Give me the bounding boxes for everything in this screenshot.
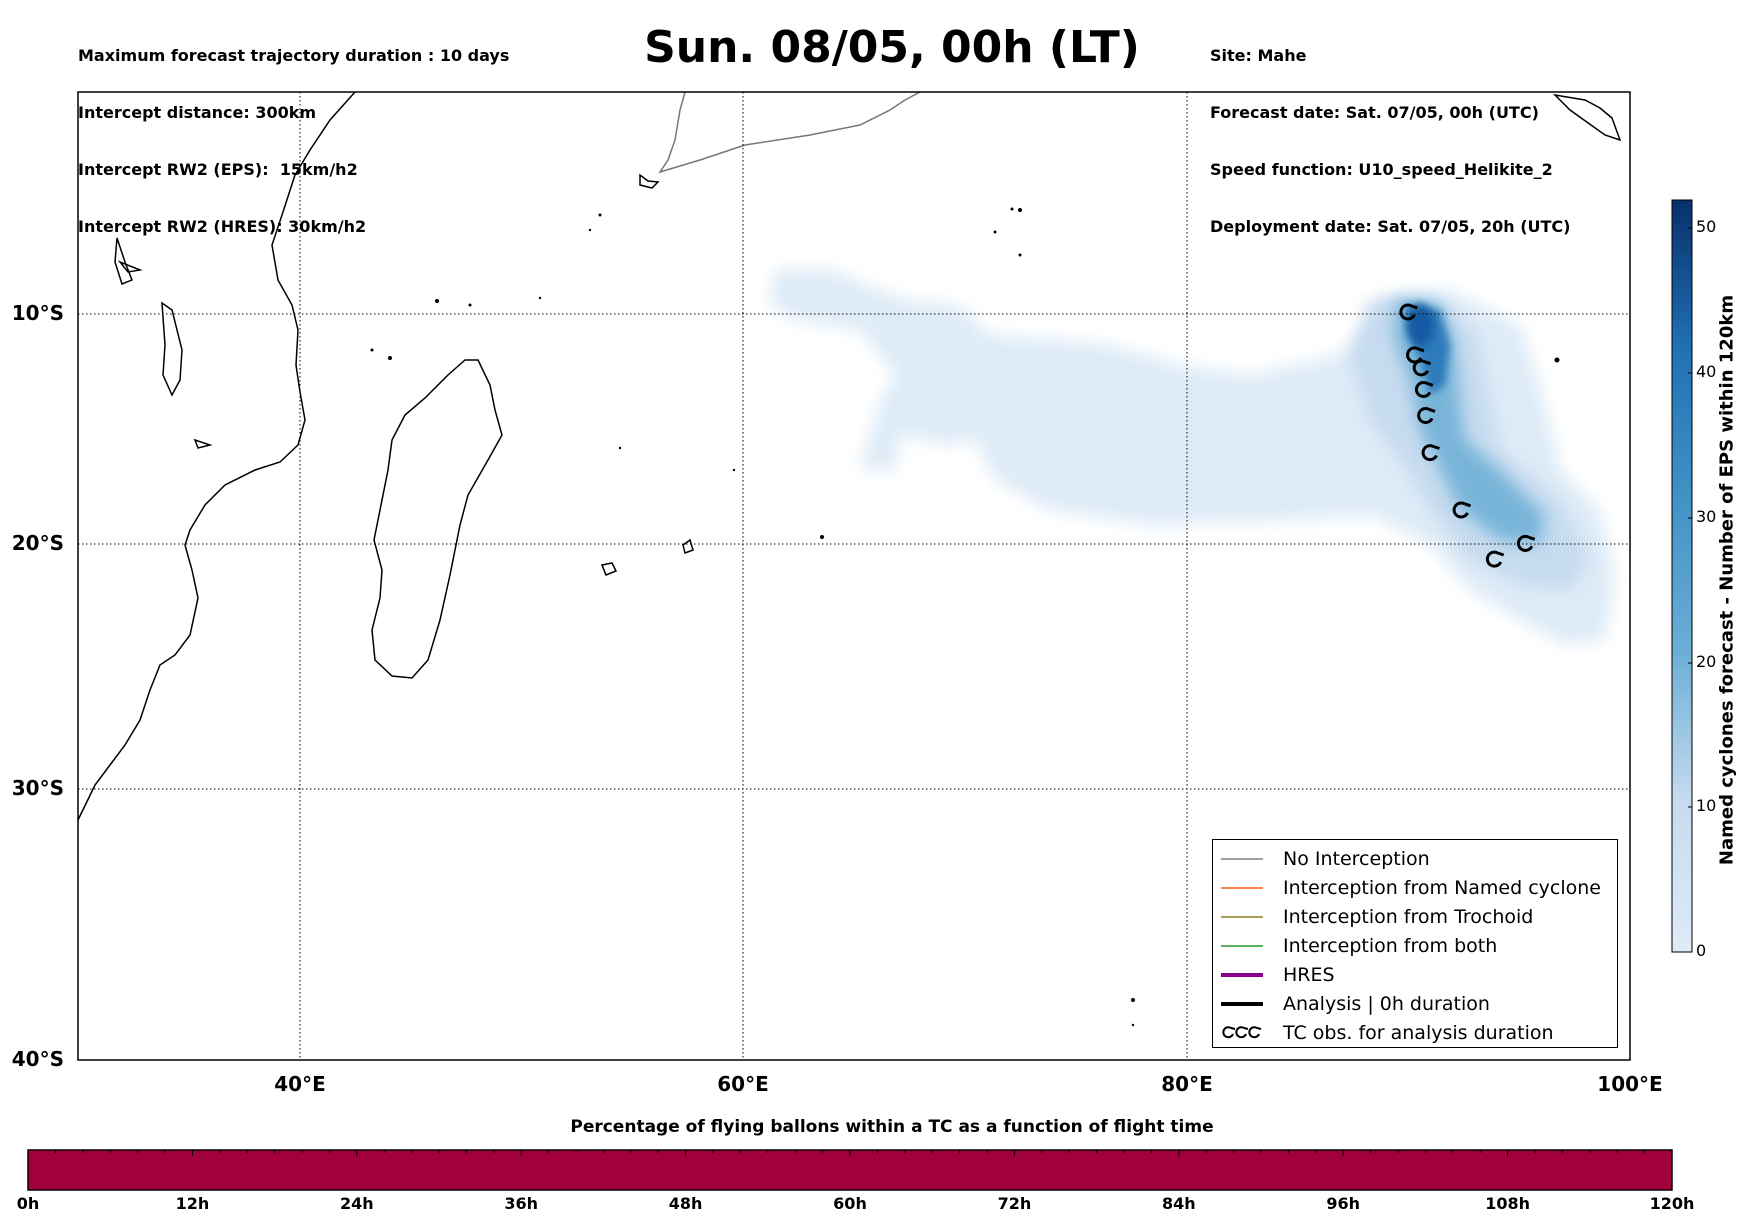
legend-label: Analysis | 0h duration: [1283, 993, 1490, 1015]
madagascar-outline: [371, 359, 503, 679]
small-islands: [370, 207, 1560, 1027]
timebar-title: Percentage of flying ballons within a TC…: [570, 1117, 1214, 1137]
eps-density-field: [770, 268, 1615, 645]
legend-item-analysis: Analysis | 0h duration: [1221, 991, 1490, 1017]
colorbar-tick-label: 10: [1696, 796, 1717, 815]
timebar-tick-label: 120h: [1649, 1194, 1695, 1213]
tc-obs-marker: [1399, 303, 1418, 321]
legend-swatch: [1221, 973, 1263, 977]
colorbar-tick-label: 30: [1696, 507, 1717, 526]
timebar-tick-label: 48h: [668, 1194, 703, 1213]
tc-obs-marker: [1485, 550, 1505, 568]
header-right-info: Site: Mahe Forecast date: Sat. 07/05, 00…: [1210, 8, 1570, 255]
timebar-fill: [27, 1149, 1673, 1191]
tc-obs-marker: [1412, 359, 1432, 377]
lon-label: 100°E: [1597, 1072, 1663, 1096]
legend-item-hres: HRES: [1221, 962, 1335, 988]
timebar-tick-label: 72h: [997, 1194, 1032, 1213]
timebar-tick-label: 24h: [339, 1194, 374, 1213]
header-left-info: Maximum forecast trajectory duration : 1…: [78, 8, 509, 255]
header-right-line: Forecast date: Sat. 07/05, 00h (UTC): [1210, 103, 1539, 122]
colorbar-tick-label: 20: [1696, 652, 1717, 671]
legend-swatch: [1221, 858, 1263, 860]
header-right-line: Speed function: U10_speed_Helikite_2: [1210, 160, 1553, 179]
legend-swatch: [1221, 916, 1263, 918]
timebar-tick-label: 60h: [833, 1194, 867, 1213]
tc-obs-markers: [1399, 303, 1536, 568]
lon-label: 80°E: [1161, 1072, 1213, 1096]
header-right-line: Deployment date: Sat. 07/05, 20h (UTC): [1210, 217, 1571, 236]
legend-item-tc-obs: TC obs. for analysis duration: [1221, 1020, 1554, 1046]
legend-label: No Interception: [1283, 848, 1430, 870]
legend-swatch: [1221, 945, 1263, 947]
colorbar-gradient: [1671, 199, 1693, 953]
legend-label: Interception from Trochoid: [1283, 906, 1534, 928]
map-title: Sun. 08/05, 00h (LT): [644, 22, 1140, 73]
timebar-tick-label: 0h: [16, 1194, 40, 1213]
legend-label: Interception from Named cyclone: [1283, 877, 1601, 899]
header-left-line: Intercept RW2 (EPS): 15km/h2: [78, 160, 358, 179]
legend-label: HRES: [1283, 964, 1335, 986]
legend-swatch: [1221, 887, 1263, 889]
timebar-tick-label: 108h: [1485, 1194, 1530, 1213]
lat-label: 30°S: [11, 776, 64, 800]
timebar-ticks: [27, 1150, 1673, 1156]
lat-label: 40°S: [11, 1047, 64, 1071]
coastlines: [78, 92, 1622, 821]
header-left-line: Intercept distance: 300km: [78, 103, 317, 122]
colorbar-label: Named cyclones forecast - Number of EPS …: [1716, 294, 1738, 866]
tc-obs-marker: [1516, 534, 1536, 552]
map-gridlines: [78, 92, 1630, 1060]
timebar-tick-label: 36h: [504, 1194, 539, 1213]
africa-coastline: [78, 92, 356, 821]
colorbar-tick-label: 0: [1696, 941, 1707, 960]
legend-label: TC obs. for analysis duration: [1283, 1022, 1554, 1044]
lat-label: 10°S: [11, 301, 64, 325]
tc-obs-marker: [1414, 381, 1434, 398]
legend-label: Interception from both: [1283, 935, 1498, 957]
lon-label: 40°E: [274, 1072, 326, 1096]
header-left-line: Intercept RW2 (HRES): 30km/h2: [78, 217, 367, 236]
timebar-tick-label: 96h: [1326, 1194, 1361, 1213]
legend-item-no-interception: No Interception: [1221, 846, 1430, 872]
legend-item-trochoid: Interception from Trochoid: [1221, 904, 1533, 930]
tc-obs-marker: [1452, 501, 1471, 519]
tc-obs-marker: [1417, 407, 1436, 425]
legend-item-named-cyclone: Interception from Named cyclone: [1221, 875, 1601, 901]
lon-label: 60°E: [717, 1072, 769, 1096]
lat-label: 20°S: [11, 531, 64, 555]
timebar-tick-label: 12h: [175, 1194, 210, 1213]
header-right-line: Site: Mahe: [1210, 46, 1307, 65]
colorbar-tick-label: 50: [1696, 217, 1717, 236]
timebar-tick-label: 84h: [1161, 1194, 1196, 1213]
legend-swatch: [1221, 1002, 1263, 1006]
cyclone-icon: [1222, 1026, 1262, 1039]
colorbar-tick-label: 40: [1696, 362, 1717, 381]
header-left-line: Maximum forecast trajectory duration : 1…: [78, 46, 510, 65]
colorbar-ticks: [1688, 227, 1692, 953]
tc-obs-marker: [1421, 444, 1440, 462]
boundary-line: [658, 92, 921, 174]
map-frame: [77, 91, 1631, 1061]
map-legend: No Interception Interception from Named …: [1212, 839, 1618, 1048]
legend-item-both: Interception from both: [1221, 933, 1497, 959]
